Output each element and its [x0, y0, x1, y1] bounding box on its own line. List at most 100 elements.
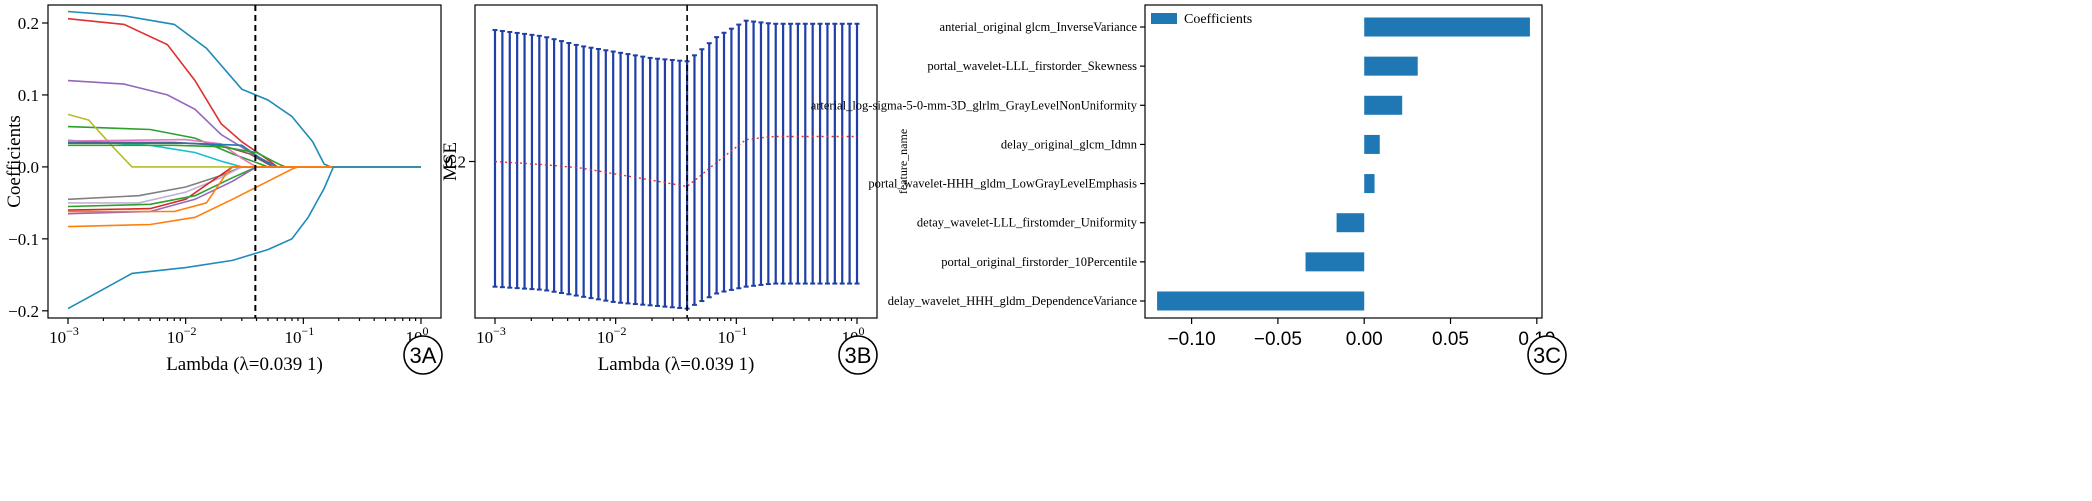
coefficient-bars [1157, 17, 1530, 311]
category-label: delay_original_glcm_Idmn [1001, 137, 1138, 151]
legend-swatch [1151, 13, 1177, 24]
error-bar [758, 21, 764, 286]
error-bar [492, 29, 498, 288]
error-bar [610, 50, 616, 303]
x-tick-label: 10−1 [284, 324, 314, 347]
x-axis-ticks: 10−310−210−1100 [49, 318, 429, 347]
y-axis-label: feature_name [896, 129, 910, 194]
error-bar [507, 30, 513, 289]
panel-3a-lasso-path: 10−310−210−1100 0.2 0.1 0.0 −0.1 −0.2 Lambda… [4, 4, 442, 375]
error-bar [529, 33, 535, 291]
category-labels: anterial_original glcm_InverseVariancepo… [811, 20, 1145, 308]
error-bar [847, 22, 853, 285]
error-bar [802, 22, 808, 285]
coefficient-bar [1305, 252, 1365, 272]
coefficient-bar [1364, 95, 1403, 115]
badge-3a: 3A [403, 335, 443, 375]
error-bar [854, 22, 860, 285]
category-label: portal_original_firstorder_10Percentile [941, 255, 1137, 269]
error-bar [558, 40, 564, 295]
error-bar [522, 32, 528, 290]
y-tick-label: −0.1 [8, 230, 39, 249]
coefficient-bar [1364, 17, 1530, 37]
error-bar [721, 31, 727, 293]
category-label: anterial_original glcm_InverseVariance [940, 20, 1138, 34]
error-bar [736, 23, 742, 290]
error-bar [788, 22, 794, 285]
error-bar [699, 48, 705, 303]
error-bar [647, 56, 653, 307]
error-bar [632, 54, 638, 306]
error-bar [810, 22, 816, 285]
y-tick-label: 0.2 [445, 153, 466, 172]
y-axis-label: Coefficients [4, 115, 25, 208]
error-bar [743, 19, 749, 288]
coefficient-bar [1336, 213, 1365, 233]
error-bar [551, 38, 557, 293]
error-bar [832, 22, 838, 285]
error-bar [588, 46, 594, 300]
error-bar [566, 41, 572, 296]
badge-3c-label: 3C [1533, 343, 1561, 368]
y-axis-ticks: 0.2 [445, 153, 475, 172]
badge-3b: 3B [838, 335, 878, 375]
error-bar [669, 59, 675, 309]
x-axis-label: Lambda (λ=0.039 1) [166, 354, 323, 375]
x-tick-label: 0.00 [1346, 329, 1383, 350]
error-bar [581, 45, 587, 298]
coefficient-path-18 [67, 166, 421, 310]
panel-3c-feature-coefficients: −0.10−0.050.000.050.10 anterial_original… [811, 4, 1555, 350]
y-axis-label: MSE [440, 142, 461, 181]
category-label: portal_wavelet-LLL_firstorder_Skewness [927, 59, 1137, 73]
y-tick-label: −0.2 [8, 302, 39, 321]
coefficient-bar [1157, 291, 1365, 311]
error-bar [706, 42, 712, 299]
error-bar [817, 22, 823, 285]
category-label: arterial_log-sigma-5-0-mm-3D_glrlm_GrayL… [811, 98, 1138, 112]
coefficient-path-5 [67, 113, 421, 168]
panel-3b-cv-mse: 10−310−210−1100 0.2 Lambda (λ=0.039 1) M… [440, 4, 878, 375]
legend-label: Coefficients [1184, 12, 1252, 27]
category-label: delay_wavelet_HHH_gldm_DependenceVarianc… [888, 294, 1138, 308]
x-tick-label: 10−3 [49, 324, 79, 347]
error-bar [765, 22, 771, 286]
error-bar [714, 36, 720, 295]
coefficient-path-17 [67, 166, 421, 228]
error-bar [595, 47, 601, 301]
y-tick-label: 0.1 [18, 86, 39, 105]
error-bar [839, 22, 845, 285]
coefficient-path-15 [67, 166, 421, 215]
y-tick-label: 0.0 [18, 158, 39, 177]
category-label: portal_wavelet-HHH_gldm_LowGrayLevelEmph… [868, 177, 1137, 191]
x-tick-label: 10−3 [476, 324, 506, 347]
coefficient-bar [1364, 134, 1380, 154]
x-axis-label: Lambda (λ=0.039 1) [598, 354, 755, 375]
x-tick-label: −0.05 [1254, 329, 1302, 350]
coefficient-path-1 [67, 10, 421, 168]
error-bar [795, 22, 801, 285]
x-axis-ticks: −0.10−0.050.000.050.10 [1168, 318, 1555, 350]
error-bar [773, 22, 779, 285]
error-bar [514, 31, 520, 290]
error-bar [691, 54, 697, 306]
error-bar [824, 22, 830, 285]
badge-3c: 3C [1527, 335, 1567, 375]
badge-3b-label: 3B [845, 343, 872, 368]
error-bar [780, 22, 786, 285]
error-bar [536, 34, 542, 291]
coefficient-path-14 [67, 166, 421, 208]
y-axis-ticks: 0.2 0.1 0.0 −0.1 −0.2 [8, 14, 48, 321]
error-bar [728, 27, 734, 291]
y-tick-label: 0.2 [18, 14, 39, 33]
error-bar [603, 49, 609, 302]
error-bar [625, 53, 631, 305]
coefficient-path-3 [67, 79, 421, 168]
error-bar [573, 43, 579, 297]
x-tick-label: 10−2 [597, 324, 627, 347]
category-label: detay_wavelet-LLL_firstomder_Uniformity [917, 216, 1138, 230]
error-bar [677, 59, 683, 309]
x-tick-label: −0.10 [1168, 329, 1216, 350]
error-bar [499, 30, 505, 289]
legend: Coefficients [1151, 12, 1252, 27]
